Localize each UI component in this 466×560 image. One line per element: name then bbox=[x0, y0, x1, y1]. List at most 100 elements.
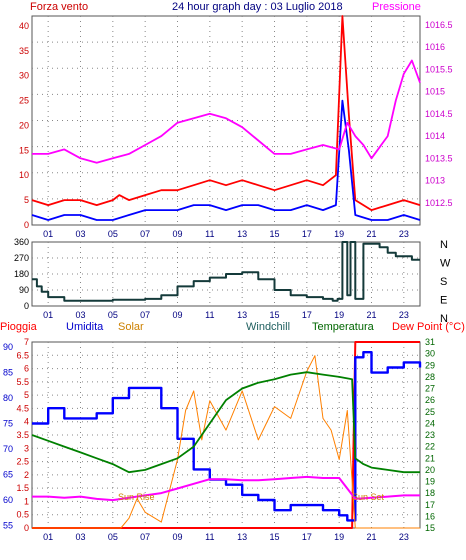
panel-3-temp-tick-label: 25 bbox=[425, 407, 435, 417]
panel-3-temp-tick-label: 19 bbox=[425, 477, 435, 487]
panel-3-temp-tick-label: 17 bbox=[425, 500, 435, 510]
panel-3-x-tick-label: 09 bbox=[172, 532, 182, 542]
panel-3-x-tick-label: 03 bbox=[75, 532, 85, 542]
label-windchill: Windchill bbox=[246, 321, 290, 333]
panel-1-series-0-line bbox=[31, 15, 421, 212]
panel-3-temp-tick-label: 15 bbox=[425, 523, 435, 533]
panel-2-series bbox=[32, 241, 420, 302]
panel-3-humidity-tick-label: 65 bbox=[3, 469, 13, 479]
panel-3-x-tick-label: 21 bbox=[366, 532, 376, 542]
panel-3-rain-tick-label: 3 bbox=[24, 443, 29, 453]
panel-2-tick-label: 180 bbox=[14, 269, 29, 279]
panel-2-direction-label: E bbox=[440, 295, 447, 307]
panel-2-x-axis: 01 03 05 07 09 11 13 15 17 19 21 23 bbox=[43, 310, 409, 320]
label-dewpoint: Dew Point (°C) bbox=[392, 321, 465, 333]
panel-3-x-tick-label: 05 bbox=[108, 532, 118, 542]
panel-2-x-tick-label: 11 bbox=[205, 310, 214, 320]
panel-3-temp-tick-label: 21 bbox=[425, 453, 435, 463]
panel-3-rain-tick-label: 3.5 bbox=[16, 430, 29, 440]
panel-2-x-tick-label: 23 bbox=[399, 310, 409, 320]
panel-1-x-tick-label: 13 bbox=[237, 229, 247, 239]
panel-1-x-tick-label: 21 bbox=[366, 229, 376, 239]
panel-2-x-tick-label: 01 bbox=[43, 310, 53, 320]
panel-3-temp-tick-label: 27 bbox=[425, 384, 435, 394]
panel-1-left-tick-label: 30 bbox=[19, 71, 29, 81]
panel-1-left-tick-label: 0 bbox=[24, 220, 29, 230]
panel-1-right-tick-label: 1013 bbox=[425, 176, 445, 186]
panel-1-left-tick-label: 15 bbox=[19, 145, 29, 155]
panel-1-right-tick-label: 1014.5 bbox=[425, 109, 453, 119]
panel-3-humidity-tick-label: 60 bbox=[3, 495, 13, 505]
panel-1-series-1-line bbox=[31, 99, 421, 221]
panel-3-x-tick-label: 23 bbox=[399, 532, 409, 542]
panel-3-humidity-tick-label: 85 bbox=[3, 368, 13, 378]
panel-3-rain-axis: 0 0.5 1 1.5 2 2.5 3 3.5 4 4.5 5 5.5 6 6.5 7 bbox=[16, 337, 29, 533]
panel-2-grid bbox=[32, 242, 420, 306]
panel-1-x-tick-label: 07 bbox=[140, 229, 150, 239]
panel-2-direction-label: W bbox=[440, 258, 451, 270]
panel-3-humidity-tick-label: 75 bbox=[3, 419, 13, 429]
panel-2-x-tick-label: 13 bbox=[237, 310, 247, 320]
panel-2-direction-label: N bbox=[440, 313, 448, 325]
panel-1-left-tick-label: 5 bbox=[24, 195, 29, 205]
panel-3-rain-tick-label: 6.5 bbox=[16, 350, 29, 360]
panel-1-left-tick-label: 20 bbox=[19, 120, 29, 130]
panel-3-rain-tick-label: 5 bbox=[24, 390, 29, 400]
panel-3-humidity-tick-label: 55 bbox=[3, 520, 13, 530]
panel-1-x-tick-label: 19 bbox=[334, 229, 344, 239]
panel-1-x-tick-label: 17 bbox=[302, 229, 312, 239]
panel-3-rain-tick-label: 0 bbox=[24, 523, 29, 533]
panel-1-right-tick-label: 1016 bbox=[425, 42, 445, 52]
panel-3-rain-tick-label: 2 bbox=[24, 470, 29, 480]
panel-1-right-label: Pressione bbox=[372, 1, 421, 13]
label-pioggia: Pioggia bbox=[0, 321, 38, 333]
panel-3-humidity-tick-label: 80 bbox=[3, 393, 13, 403]
panel-3-rain-tick-label: 6 bbox=[24, 364, 29, 374]
label-temperatura: Temperatura bbox=[312, 321, 375, 333]
panel-3-rain-tick-label: 4.5 bbox=[16, 403, 29, 413]
panel-1-left-label: Forza vento bbox=[30, 1, 88, 13]
panel-1-right-tick-label: 1012.5 bbox=[425, 198, 453, 208]
panel-1-right-axis: 1012.5 1013 1013.5 1014 1014.5 1015 1015.5 1016… bbox=[425, 20, 453, 208]
panel-3-rain-tick-label: 5.5 bbox=[16, 377, 29, 387]
panel-3-series-3-line bbox=[31, 371, 420, 474]
panel-3-series-4-line bbox=[32, 475, 420, 502]
panel-2-x-tick-label: 07 bbox=[140, 310, 150, 320]
panel-3-temp-tick-label: 23 bbox=[425, 430, 435, 440]
panel-3-grid bbox=[32, 342, 420, 528]
panel-3-x-tick-label: 01 bbox=[43, 532, 53, 542]
panel-2-x-tick-label: 05 bbox=[108, 310, 118, 320]
panel-1-left-axis: 0 5 10 15 20 25 30 35 40 bbox=[19, 21, 29, 230]
panel-1-left-tick-label: 25 bbox=[19, 96, 29, 106]
panel-2-tick-label: 0 bbox=[24, 301, 29, 311]
panel-1-x-tick-label: 05 bbox=[108, 229, 118, 239]
panel-2-tick-label: 270 bbox=[14, 253, 29, 263]
panel-1-x-axis: 01 03 05 07 09 11 13 15 17 19 21 23 bbox=[43, 229, 409, 239]
panel-1-right-tick-label: 1015 bbox=[425, 87, 445, 97]
panel-1-right-tick-label: 1013.5 bbox=[425, 153, 453, 163]
panel-2-left-axis: 0 90 180 270 360 bbox=[14, 237, 29, 311]
panel-1-x-tick-label: 23 bbox=[399, 229, 409, 239]
panel-3-x-tick-label: 17 bbox=[302, 532, 312, 542]
label-solar: Solar bbox=[118, 321, 144, 333]
panel-3-rain-tick-label: 4 bbox=[24, 417, 29, 427]
panel-3-temp-tick-label: 18 bbox=[425, 488, 435, 498]
panel-2-x-tick-label: 03 bbox=[75, 310, 85, 320]
panel-1-left-tick-label: 40 bbox=[19, 21, 29, 31]
annotation-sun-rise: Sun Rise bbox=[118, 492, 155, 502]
panel-3-rain-tick-label: 0.5 bbox=[16, 510, 29, 520]
panel-2-x-tick-label: 21 bbox=[366, 310, 376, 320]
panel-3-x-tick-label: 13 bbox=[237, 532, 247, 542]
panel-3-temp-tick-label: 26 bbox=[425, 395, 435, 405]
panel-3-x-axis: 01 03 05 07 09 11 13 15 17 19 21 23 bbox=[43, 532, 409, 542]
panel-3-rain-tick-label: 7 bbox=[24, 337, 29, 347]
panel-2-x-tick-label: 15 bbox=[269, 310, 279, 320]
panel-1-series-2-line bbox=[32, 59, 421, 164]
panel-1-right-tick-label: 1014 bbox=[425, 131, 445, 141]
panel-3-temp-tick-label: 20 bbox=[425, 465, 435, 475]
panel-3-rain-tick-label: 2.5 bbox=[16, 457, 29, 467]
panel-1-x-tick-label: 01 bbox=[43, 229, 53, 239]
